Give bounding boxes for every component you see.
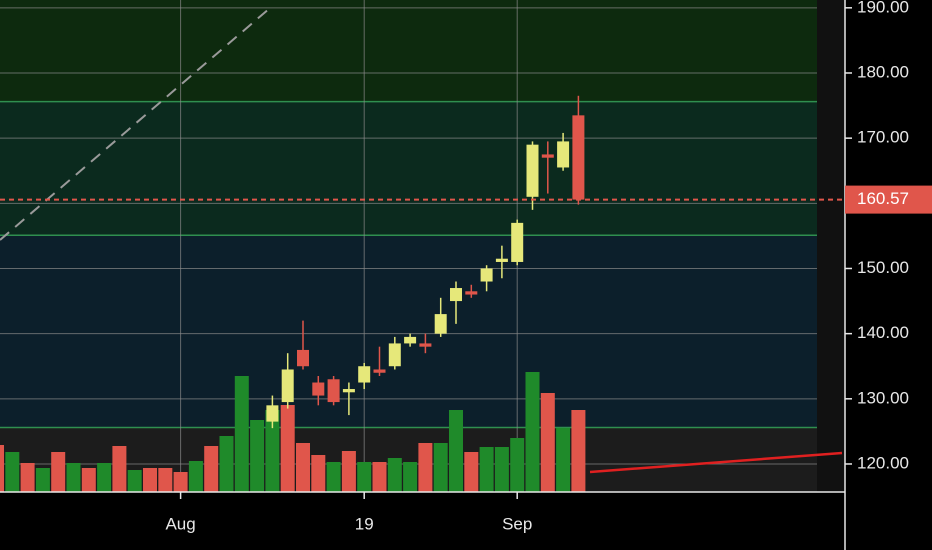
volume-bar — [188, 461, 203, 492]
volume-bar — [418, 443, 433, 492]
volume-bar — [219, 436, 234, 492]
volume-bar — [464, 452, 479, 492]
volume-bar — [173, 472, 188, 492]
last-price-box — [845, 185, 932, 214]
candle-body — [297, 349, 309, 367]
volume-bar — [5, 452, 20, 492]
volume-bar — [250, 420, 265, 492]
candles — [266, 95, 585, 429]
volume-bar — [97, 463, 112, 492]
candle-body — [495, 258, 508, 262]
y-tick-label: 130.00 — [857, 388, 909, 407]
volume-bar — [571, 410, 586, 492]
candle-body — [541, 154, 554, 158]
candle-body — [373, 369, 386, 373]
volume — [0, 372, 586, 492]
trend-line — [589, 451, 843, 474]
candle-body — [511, 222, 524, 262]
candle-body — [465, 291, 478, 295]
volume-bar — [433, 443, 448, 492]
volume-bar — [20, 463, 35, 492]
volume-bar — [127, 470, 142, 492]
candle-body — [312, 382, 325, 396]
right-gutter — [817, 0, 845, 492]
volume-bar — [540, 393, 555, 492]
y-tick-label: 190.00 — [857, 0, 909, 16]
y-tick-label: 170.00 — [857, 128, 909, 147]
x-tick-label: Aug — [165, 514, 195, 533]
candle-body — [327, 379, 340, 403]
volume-bar — [326, 462, 341, 492]
x-tick-label: Sep — [502, 514, 532, 533]
candle-body — [281, 369, 294, 403]
volume-bar — [51, 452, 66, 492]
volume-bar — [158, 468, 173, 492]
volume-bar — [479, 447, 494, 492]
volume-bar — [204, 446, 219, 492]
volume-bar — [341, 451, 356, 492]
candle-body — [404, 336, 417, 344]
last-price-label: 160.57 — [857, 189, 909, 208]
volume-bar — [66, 463, 81, 492]
y-tick-label: 150.00 — [857, 258, 909, 277]
candle-body — [358, 366, 371, 383]
volume-bar — [525, 372, 540, 492]
zones — [0, 0, 817, 492]
candle-body — [342, 389, 355, 393]
candle-body — [434, 314, 447, 334]
zone — [0, 235, 817, 428]
volume-bar — [357, 462, 372, 492]
volume-bar — [112, 446, 127, 492]
volume-bar — [265, 410, 280, 492]
candle-body — [419, 343, 432, 347]
volume-bar — [280, 405, 295, 492]
y-tick-label: 120.00 — [857, 453, 909, 472]
zone — [0, 101, 817, 236]
x-tick-label: 19 — [355, 514, 374, 533]
volume-bar — [296, 443, 310, 492]
candle-body — [557, 141, 570, 168]
candle-body — [480, 268, 493, 282]
volume-bar — [234, 376, 249, 492]
candle-body — [526, 144, 539, 197]
volume-bar — [556, 428, 571, 492]
volume-bar — [494, 447, 509, 492]
zone — [0, 0, 817, 102]
volume-bar — [372, 462, 387, 492]
candle-body — [266, 405, 279, 422]
candle-body — [450, 288, 462, 302]
volume-bar — [311, 455, 326, 492]
volume-bar — [143, 468, 157, 492]
volume-bar — [0, 445, 4, 492]
volume-bar — [403, 462, 418, 492]
volume-bar — [387, 458, 402, 492]
candle-body — [572, 115, 585, 200]
volume-bar — [35, 468, 50, 492]
volume-bar — [510, 438, 525, 492]
candle-body — [388, 343, 401, 367]
y-tick-label: 180.00 — [857, 62, 909, 81]
y-tick-label: 140.00 — [857, 323, 909, 342]
volume-bar — [81, 468, 96, 492]
volume-bar — [449, 410, 463, 492]
